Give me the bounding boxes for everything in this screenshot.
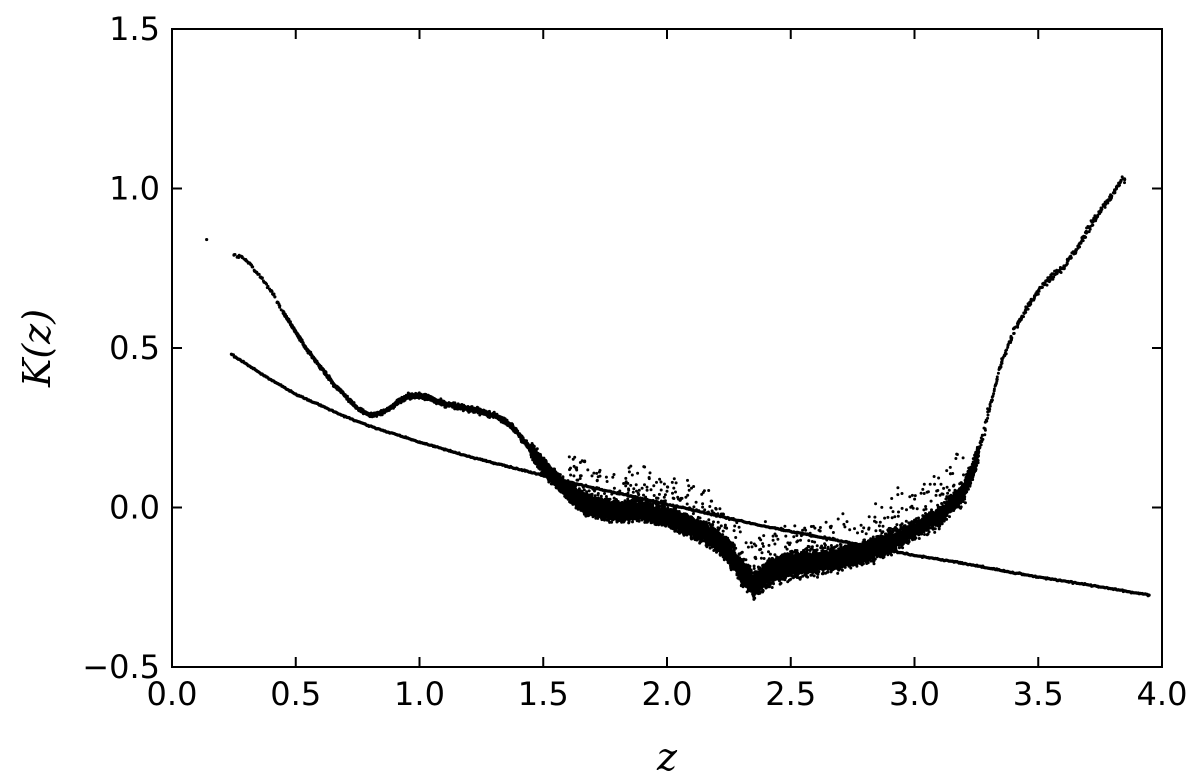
scatter-point bbox=[339, 389, 342, 393]
scatter-point bbox=[612, 486, 616, 490]
scatter-point bbox=[252, 268, 256, 272]
scatter-point bbox=[598, 474, 602, 478]
scatter-point bbox=[324, 371, 328, 375]
scatter-point bbox=[282, 312, 285, 315]
scatter-point bbox=[598, 468, 602, 472]
scatter-point bbox=[278, 305, 282, 309]
scatter-point bbox=[257, 272, 261, 276]
scatter-point bbox=[509, 422, 513, 426]
scatter-point bbox=[534, 451, 538, 455]
scatter-point bbox=[300, 338, 304, 342]
scatter-point bbox=[349, 398, 353, 402]
scatter-point bbox=[270, 290, 274, 293]
scatter-point bbox=[242, 257, 246, 261]
scatter-point bbox=[596, 492, 600, 495]
scatter-point bbox=[575, 478, 579, 482]
scatter-point bbox=[304, 345, 308, 349]
scatter-point bbox=[262, 280, 266, 284]
scatter-point bbox=[321, 368, 325, 372]
scatter-point bbox=[571, 501, 575, 505]
scatter-point bbox=[578, 477, 582, 480]
scatter-point bbox=[480, 409, 484, 413]
scatter-point bbox=[287, 318, 291, 322]
scatter-point bbox=[573, 455, 577, 459]
scatter-point bbox=[296, 333, 300, 337]
scatter-point bbox=[514, 427, 518, 431]
scatter-point bbox=[237, 254, 241, 258]
scatter-point bbox=[604, 475, 608, 479]
scatter-point bbox=[393, 403, 397, 407]
scatter-point bbox=[556, 472, 560, 476]
scatter-point bbox=[592, 471, 596, 475]
scatter-point bbox=[426, 394, 429, 398]
scatter-point bbox=[587, 489, 591, 493]
scatter-point bbox=[285, 314, 289, 318]
scatter-point bbox=[259, 276, 263, 280]
scatter-point bbox=[574, 488, 578, 492]
scatter-point bbox=[388, 407, 392, 411]
scatter-point bbox=[579, 474, 583, 478]
scatter-point bbox=[583, 512, 587, 516]
scatter-point bbox=[589, 495, 593, 499]
scatter-point bbox=[345, 394, 349, 398]
scatter-point bbox=[572, 474, 576, 478]
scatter-point bbox=[329, 378, 333, 382]
scatter-point bbox=[590, 474, 594, 478]
scatter-point bbox=[205, 237, 209, 242]
scatter-point bbox=[332, 382, 335, 385]
scatter-point bbox=[334, 385, 338, 389]
scatter-point bbox=[265, 282, 269, 286]
scatter-point bbox=[327, 375, 331, 379]
scatter-layer bbox=[205, 175, 1127, 601]
scatter-point bbox=[298, 336, 301, 340]
scatter-point bbox=[583, 507, 587, 511]
scatter-point bbox=[595, 471, 599, 475]
scatter-point bbox=[292, 327, 296, 331]
scatter-point bbox=[561, 475, 565, 479]
scatter-point bbox=[607, 518, 610, 522]
scatter-point bbox=[277, 303, 281, 307]
scatter-point bbox=[534, 448, 538, 452]
scatter-point bbox=[586, 468, 590, 472]
scatter-point bbox=[603, 492, 606, 495]
scatter-point bbox=[487, 410, 491, 414]
scatter-point bbox=[319, 365, 323, 369]
scatter-point bbox=[595, 478, 599, 482]
scatter-point bbox=[272, 292, 276, 296]
scatter-point bbox=[610, 520, 614, 524]
scatter-point bbox=[569, 473, 573, 477]
scatter-point bbox=[604, 495, 608, 498]
scatter-point bbox=[569, 490, 573, 494]
scatter-point bbox=[599, 497, 603, 501]
scatter-point bbox=[240, 255, 244, 259]
scatter-point bbox=[569, 466, 572, 470]
scatter-point bbox=[544, 459, 548, 463]
scatter-point bbox=[233, 253, 237, 256]
scatter-point bbox=[605, 480, 609, 483]
scatter-point bbox=[331, 384, 335, 388]
scatter-point bbox=[579, 489, 582, 493]
scatter-point bbox=[583, 460, 587, 464]
scatter-point bbox=[273, 295, 277, 299]
scatter-point bbox=[309, 350, 313, 354]
scatter-point bbox=[532, 445, 536, 449]
scatter-point bbox=[567, 455, 571, 459]
scatter-point bbox=[612, 473, 616, 476]
scatter-point bbox=[574, 466, 578, 470]
scatter-point bbox=[546, 462, 550, 466]
scatter-point bbox=[596, 516, 600, 520]
scatter-point bbox=[250, 265, 254, 269]
scatter-point bbox=[611, 475, 615, 479]
scatter-point bbox=[505, 418, 508, 422]
